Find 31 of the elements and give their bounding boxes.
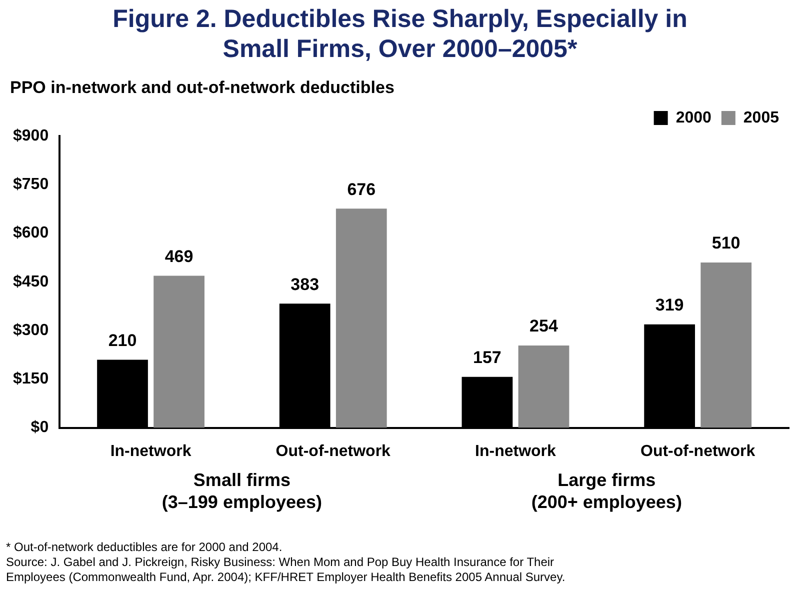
y-tick-label: $600 [13, 224, 49, 242]
data-label: 469 [164, 246, 194, 266]
chart-subtitle: PPO in-network and out-of-network deductibles [10, 78, 394, 98]
text: Small firms (3–199 employees) [162, 470, 322, 512]
data-label: 210 [108, 330, 137, 350]
bar [336, 208, 387, 428]
chart-title: Figure 2. Deductibles Rise Sharply, Especially in Small Firms, Over 2000–2005* [112, 4, 688, 64]
data-label: 676 [347, 180, 376, 199]
y-tick-label: $450 [13, 273, 49, 290]
x-tick-label: In-network [475, 442, 556, 460]
data-label: 510 [712, 234, 740, 253]
bar [518, 345, 570, 428]
source-note: Source: J. Gabel and J. Pickreign, Risky Business: When Mom and Pop Buy Health Insurance for Their Employees (Commonwealth Fund, Apr. 2004); KFF/HRET Employer Health Benefits 2005 Annual Survey. [6, 555, 566, 585]
text: * Out-of-network deductibles are for 2000 and 2004. [6, 540, 284, 555]
text: Large firms (200+ employees) [531, 470, 682, 512]
y-tick-label: $900 [13, 127, 49, 144]
data-label: 254 [530, 316, 558, 336]
bar [154, 276, 204, 428]
data-label: 157 [473, 348, 502, 368]
x-tick-label: In-network [110, 442, 192, 460]
bar [700, 262, 752, 428]
data-label: 319 [655, 296, 684, 315]
y-tick-label: $300 [13, 322, 49, 339]
y-tick-label: $0 [30, 419, 49, 436]
y-tick-label: $750 [13, 176, 49, 194]
data-label: 383 [290, 274, 320, 294]
legend-label: 2000 [676, 109, 712, 126]
legend-label: 2005 [743, 109, 780, 126]
x-tick-label: Out-of-network [276, 442, 391, 460]
x-tick-label: Out-of-network [640, 442, 756, 460]
y-tick-label: $150 [13, 370, 49, 388]
